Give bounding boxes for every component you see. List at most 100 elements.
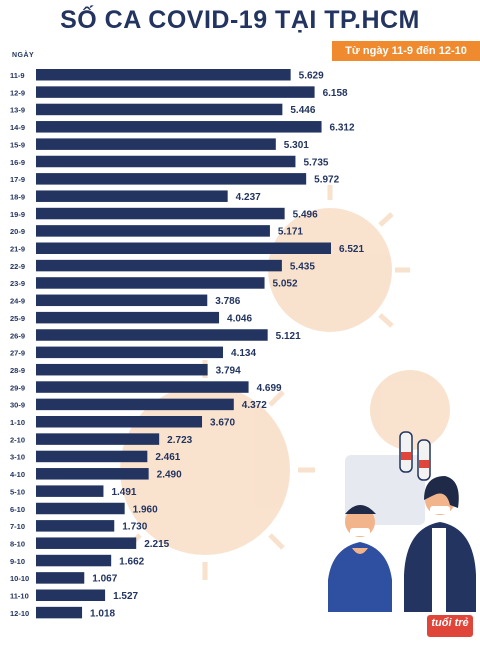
value-label: 4.699 [257,383,282,394]
category-label: 12-10 [10,609,29,618]
category-label: 1-10 [10,418,25,427]
bar [36,485,104,497]
value-label: 3.670 [210,418,235,429]
category-label: 16-9 [10,158,25,167]
value-label: 3.794 [216,365,241,376]
value-label: 1.662 [119,556,144,567]
category-label: 24-9 [10,297,25,306]
bar [36,363,208,376]
value-label: 5.052 [273,279,298,290]
bar [36,138,276,150]
value-label: 5.435 [290,261,315,272]
value-label: 6.158 [323,88,348,99]
value-label: 5.446 [290,105,315,116]
bar [36,450,148,463]
bar [36,502,125,515]
bar [36,69,291,81]
value-label: 1.491 [111,487,136,498]
category-label: 8-10 [10,539,25,548]
category-label: 27-9 [10,349,25,358]
bar [36,606,83,619]
category-label: 23-9 [10,279,25,288]
value-label: 5.171 [278,227,303,238]
category-label: 28-9 [10,366,25,375]
value-label: 6.521 [339,244,364,255]
value-label: 5.972 [314,175,339,186]
bar [36,259,282,272]
value-label: 1.730 [122,522,147,533]
value-label: 1.018 [90,608,115,619]
bar [36,589,106,601]
category-label: 5-10 [10,487,25,496]
value-label: 2.490 [157,470,182,481]
value-label: 4.237 [236,192,261,203]
category-label: 17-9 [10,175,25,184]
category-label: 11-9 [10,71,25,80]
bar [36,554,112,567]
bar [36,121,322,133]
category-label: 10-10 [10,574,29,583]
bar [36,155,296,168]
category-label: 22-9 [10,262,25,271]
bar [36,294,208,307]
bar [36,398,234,411]
bar [36,572,85,584]
bar [36,190,228,202]
category-label: 14-9 [10,123,25,132]
category-label: 18-9 [10,192,25,201]
bar [36,381,249,393]
category-label: 9-10 [10,557,25,566]
value-label: 4.134 [231,348,256,359]
value-label: 2.723 [167,435,192,446]
bar [36,225,270,237]
value-label: 3.786 [215,296,240,307]
value-label: 6.312 [330,123,355,134]
category-label: 12-9 [10,88,25,97]
value-label: 1.067 [92,574,117,585]
category-label: 6-10 [10,505,25,514]
bar [36,277,265,289]
health-worker-illustration [328,431,476,612]
category-label: 21-9 [10,245,25,254]
bar [36,173,307,185]
page-title: SỐ CA COVID-19 TẠI TP.HCM [60,6,420,34]
logo-badge [427,615,473,637]
bar [36,433,160,445]
value-label: 1.527 [113,591,138,602]
category-label: 15-9 [10,140,25,149]
category-label: 19-9 [10,210,25,219]
bar [36,537,137,549]
value-label: 1.960 [133,504,158,515]
value-label: 4.372 [242,400,267,411]
y-axis-label: NGÀY [12,52,35,59]
bar [36,416,203,428]
category-label: 11-10 [10,592,29,601]
value-label: 5.301 [284,140,309,151]
value-label: 5.496 [293,209,318,220]
category-label: 7-10 [10,522,25,531]
category-label: 30-9 [10,401,25,410]
category-label: 2-10 [10,435,25,444]
value-label: 5.735 [303,157,328,168]
value-label: 2.461 [155,452,180,463]
bar [36,346,224,359]
value-label: 2.215 [144,539,169,550]
category-label: 29-9 [10,383,25,392]
bar [36,468,149,480]
category-label: 4-10 [10,470,25,479]
category-label: 25-9 [10,314,25,323]
bar [36,207,285,220]
bar [36,86,315,98]
bar [36,329,268,341]
bar [36,103,283,116]
category-label: 20-9 [10,227,25,236]
category-label: 26-9 [10,331,25,340]
value-label: 5.121 [276,331,301,342]
category-label: 13-9 [10,106,25,115]
bar [36,520,115,532]
category-label: 3-10 [10,453,25,462]
bar [36,242,331,254]
date-range-badge: Từ ngày 11-9 đến 12-10 [332,41,480,61]
bar [36,311,220,324]
